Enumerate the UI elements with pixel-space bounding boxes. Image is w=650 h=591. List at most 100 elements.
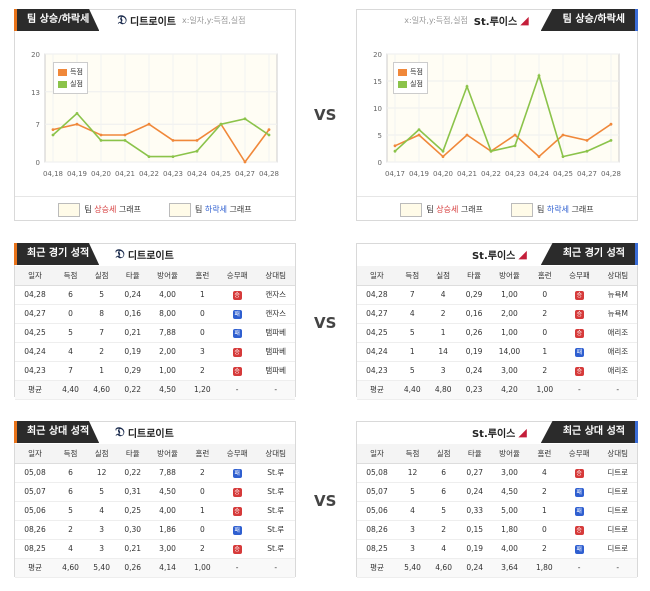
result-badge-cell: 패 — [559, 482, 599, 502]
table-cell: 3,00 — [489, 361, 530, 381]
table-cell: 8 — [86, 304, 118, 324]
right-chart-panel: x:일자,y:득점,실점 St.루이스 ◢ 팀 상승/하락세 0 5 10 15 20 0… — [356, 9, 638, 221]
table-cell: 7,88 — [148, 323, 187, 343]
data-point — [561, 155, 565, 158]
table-cell: St.루 — [256, 463, 295, 483]
x-tick-label: 04,24 — [529, 170, 550, 178]
x-tick-label: 04,17 — [385, 170, 405, 178]
result-badge-cell: 패 — [217, 463, 257, 483]
right-team-name: St.루이스 — [473, 16, 518, 28]
y-tick-label: 0 — [378, 159, 382, 167]
average-cell: 평균 — [357, 558, 397, 578]
table-cell: 2 — [528, 539, 560, 559]
table-cell: 04,25 — [357, 323, 397, 343]
table-cell: 0,29 — [458, 285, 490, 305]
table-cell: 4 — [54, 342, 87, 362]
table-cell: 4 — [396, 304, 428, 324]
right-h2h-team: St.루이스 ◢ — [472, 425, 527, 440]
table-cell: 디트로 — [598, 539, 637, 559]
average-cell: - — [256, 380, 295, 400]
table-cell: 05,08 — [357, 463, 397, 483]
table-row: 04,25 5 7 0,21 7,88 0 패 탬파베 — [15, 323, 295, 343]
x-tick-label: 04,21 — [115, 170, 135, 178]
left-chart-panel: 팀 상승/하락세 𝔇 디트로이트 x:일자,y:득점,실점 0 7 13 20 04,1… — [14, 9, 296, 221]
column-header: 타율 — [117, 444, 149, 464]
table-cell: 6 — [54, 285, 87, 305]
data-point — [75, 122, 79, 126]
average-cell: 4,50 — [148, 380, 187, 400]
table-cell: 0 — [54, 304, 87, 324]
data-point — [585, 149, 589, 153]
table-cell: 0,21 — [117, 323, 149, 343]
table-row: 05,07 5 6 0,24 4,50 2 패 디트로 — [357, 482, 637, 502]
average-cell: 4,40 — [396, 380, 428, 400]
column-header: 방어율 — [489, 266, 530, 286]
data-point — [417, 128, 421, 131]
column-header: 상대팀 — [598, 444, 637, 464]
table-cell: 04,27 — [357, 304, 397, 324]
average-cell: 1,00 — [529, 380, 561, 400]
table-cell: 3,00 — [148, 539, 187, 559]
right-downtrend-button[interactable]: 팀 하락세 그래프 — [511, 202, 594, 217]
table-cell: 2 — [186, 463, 218, 483]
result-badge-cell: 패 — [559, 539, 599, 559]
column-header: 승무패 — [559, 444, 599, 464]
data-point — [441, 155, 445, 158]
stlouis-logo-icon: ◢ — [520, 13, 529, 27]
left-h2h-tab: 최근 상대 성적 — [14, 421, 100, 443]
x-tick-label: 04,20 — [433, 170, 453, 178]
table-cell: St.루 — [256, 501, 295, 521]
x-tick-label: 04,18 — [43, 170, 63, 178]
win-badge-icon: 승 — [574, 468, 584, 478]
table-cell: 0,15 — [459, 520, 491, 540]
column-header: 실점 — [428, 444, 460, 464]
table-cell: 0,19 — [117, 342, 149, 362]
table-cell: 애리조 — [598, 361, 637, 381]
right-team-name: St.루이스 — [471, 428, 516, 440]
loss-badge-icon: 패 — [574, 347, 584, 357]
table-cell: 12 — [86, 463, 118, 483]
table-cell: 3 — [427, 361, 459, 381]
loss-badge-icon: 패 — [574, 544, 584, 554]
average-cell: 3,64 — [490, 558, 529, 578]
data-point — [219, 122, 223, 126]
loss-badge-icon: 패 — [232, 525, 242, 535]
column-header: 상대팀 — [598, 266, 637, 286]
column-header: 득점 — [396, 266, 428, 286]
result-badge-cell: 승 — [560, 323, 599, 343]
left-h2h-table-wrap: 일자 득점 실점 타율 방어율 홈런 승무패 상대팀 05,08 6 12 0,22 7,88 2 패 St.… — [15, 444, 295, 578]
average-cell: 1,20 — [186, 380, 218, 400]
table-row: 04,25 5 1 0,26 1,00 0 승 애리조 — [357, 323, 637, 343]
left-uptrend-button[interactable]: 팀 상승세 그래프 — [58, 202, 141, 217]
table-cell: 5 — [396, 361, 428, 381]
right-recent-panel: St.루이스 ◢ 최근 경기 성적 일자 득점 실점 타율 방어율 홈런 승무패 상대팀 04,… — [356, 243, 638, 400]
table-cell: 04,28 — [15, 285, 55, 305]
table-cell: 4 — [86, 501, 118, 521]
left-chart-footer: 팀 상승세 그래프 팀 하락세 그래프 — [15, 196, 295, 222]
right-uptrend-button[interactable]: 팀 상승세 그래프 — [400, 202, 483, 217]
average-cell: 4,20 — [489, 380, 530, 400]
table-cell: 애리조 — [598, 342, 637, 362]
table-cell: 디트로 — [598, 463, 637, 483]
table-row: 04,24 4 2 0,19 2,00 3 승 탬파베 — [15, 342, 295, 362]
table-cell: 0 — [529, 323, 561, 343]
table-row: 05,06 4 5 0,33 5,00 1 패 디트로 — [357, 501, 637, 521]
left-downtrend-button[interactable]: 팀 하락세 그래프 — [169, 202, 252, 217]
table-cell: 4 — [427, 285, 459, 305]
data-point — [171, 139, 175, 142]
table-cell: 0 — [186, 323, 218, 343]
column-header: 타율 — [117, 266, 149, 286]
left-team-name: 디트로이트 — [127, 428, 174, 440]
data-point — [561, 133, 565, 137]
table-cell: 0,16 — [117, 304, 149, 324]
table-cell: 1 — [396, 342, 428, 362]
left-recent-header: 최근 경기 성적 𝔇 디트로이트 — [14, 243, 174, 265]
column-header: 일자 — [15, 266, 55, 286]
table-cell: 05,07 — [15, 482, 55, 502]
table-cell: 4,00 — [148, 501, 187, 521]
table-cell: 0,22 — [117, 463, 149, 483]
column-header: 상대팀 — [256, 444, 295, 464]
x-tick-label: 04,28 — [601, 170, 621, 178]
stlouis-logo-icon: ◢ — [518, 247, 527, 261]
win-badge-icon: 승 — [574, 328, 584, 338]
